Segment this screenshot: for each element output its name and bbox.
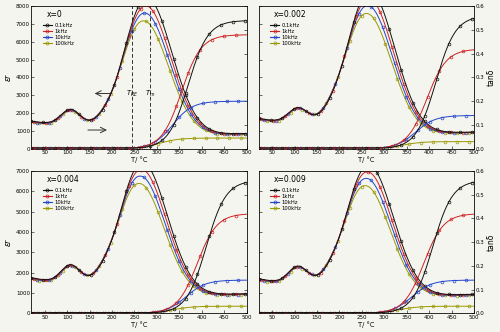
Y-axis label: tanδ: tanδ <box>487 233 496 251</box>
Legend: 0.1kHz, 1kHz, 10kHz, 100kHz: 0.1kHz, 1kHz, 10kHz, 100kHz <box>270 23 302 46</box>
Legend: 0.1kHz, 1kHz, 10kHz, 100kHz: 0.1kHz, 1kHz, 10kHz, 100kHz <box>270 188 302 210</box>
Text: $T_{RE}$: $T_{RE}$ <box>126 89 138 99</box>
X-axis label: T/ °C: T/ °C <box>358 156 374 163</box>
Text: x=0.009: x=0.009 <box>274 175 306 184</box>
X-axis label: T/ °C: T/ °C <box>358 321 374 328</box>
Text: x=0.004: x=0.004 <box>46 175 79 184</box>
Legend: 0.1kHz, 1kHz, 10kHz, 100kHz: 0.1kHz, 1kHz, 10kHz, 100kHz <box>42 188 74 210</box>
X-axis label: T/ °C: T/ °C <box>130 156 147 163</box>
Y-axis label: tanδ: tanδ <box>487 69 496 86</box>
Text: x=0: x=0 <box>46 10 62 20</box>
Y-axis label: εr: εr <box>4 74 13 81</box>
Text: x=0.002: x=0.002 <box>274 10 306 20</box>
Text: $T_m$: $T_m$ <box>146 89 156 99</box>
Legend: 0.1kHz, 1kHz, 10kHz, 100kHz: 0.1kHz, 1kHz, 10kHz, 100kHz <box>42 23 74 46</box>
Y-axis label: εr: εr <box>4 238 13 246</box>
X-axis label: T/ °C: T/ °C <box>130 321 147 328</box>
